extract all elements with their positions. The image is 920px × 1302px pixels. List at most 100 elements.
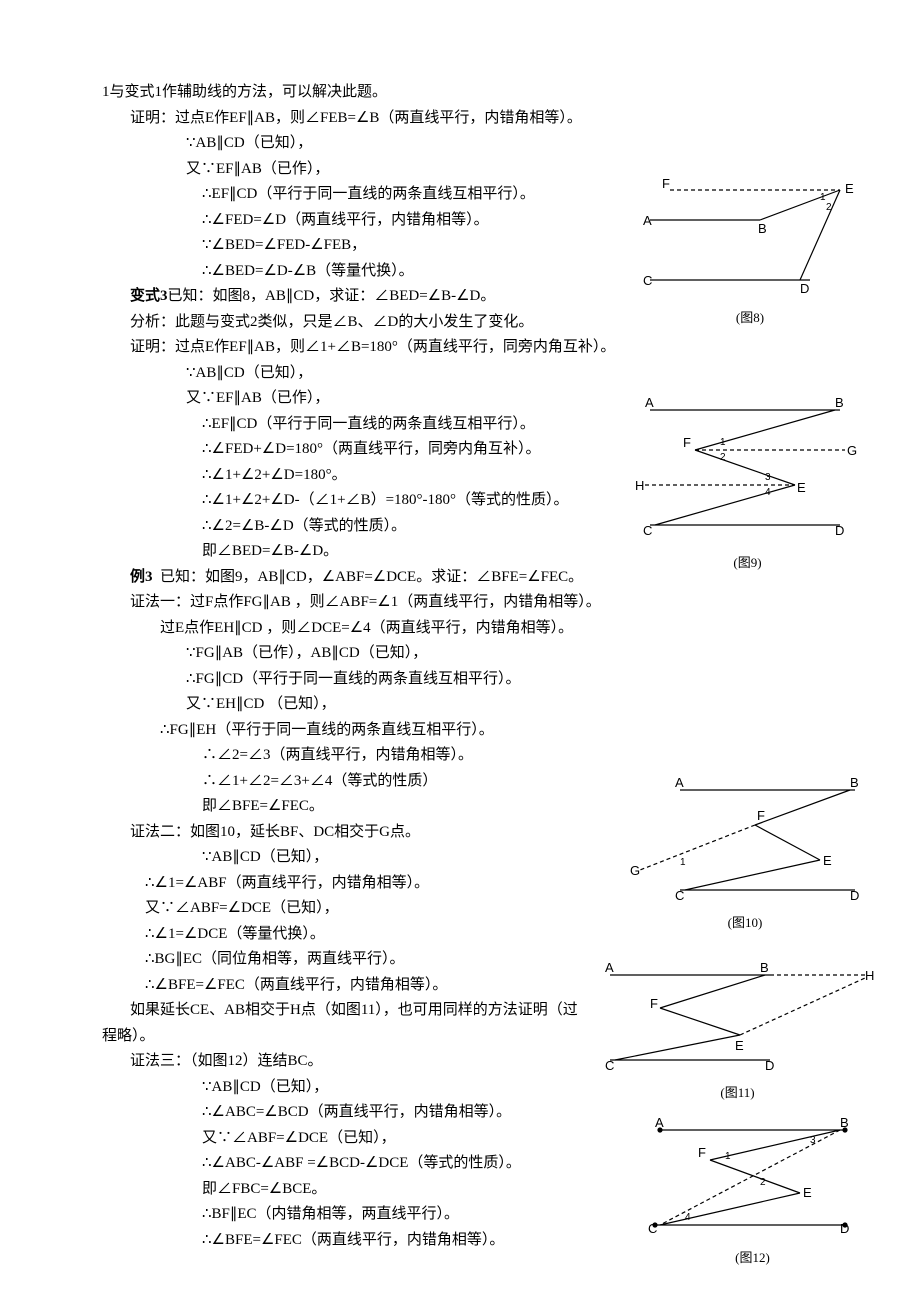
svg-text:H: H xyxy=(865,968,874,983)
svg-text:D: D xyxy=(800,281,809,295)
svg-text:1: 1 xyxy=(725,1151,731,1162)
text-line: ∴FG∥EH（平行于同一直线的两条直线互相平行）。 xyxy=(30,718,590,744)
text-line: ∵∠BED=∠FED-∠FEB， xyxy=(30,233,590,259)
text-line: ∴∠2=∠B-∠D（等式的性质）。 xyxy=(30,514,590,540)
svg-text:F: F xyxy=(662,176,670,191)
text-line: 证法一：过F点作FG∥AB ，则∠ABF=∠1（两直线平行，内错角相等）。 xyxy=(30,590,590,616)
text-line: ∴FG∥CD（平行于同一直线的两条直线互相平行）。 xyxy=(30,667,590,693)
text-line: 1与变式1作辅助线的方法，可以解决此题。 xyxy=(30,80,590,106)
svg-text:A: A xyxy=(675,775,684,790)
svg-text:3: 3 xyxy=(810,1135,816,1146)
svg-text:E: E xyxy=(735,1038,744,1053)
text-line: ∴∠FED=∠D（两直线平行，内错角相等）。 xyxy=(30,208,590,234)
text-line: ∴∠BED=∠D-∠B（等量代换）。 xyxy=(30,259,590,285)
text-line: ∴∠FED+∠D=180°（两直线平行，同旁内角互补）。 xyxy=(30,437,590,463)
svg-text:F: F xyxy=(757,808,765,823)
svg-text:E: E xyxy=(823,853,832,868)
text-line: ∴BG∥EC（同位角相等，两直线平行）。 xyxy=(30,947,590,973)
text-line: ∵AB∥CD（已知）， xyxy=(30,845,590,871)
svg-text:A: A xyxy=(605,960,614,975)
text-line: ∴∠1=∠DCE（等量代换）。 xyxy=(30,922,590,948)
text-line: 例3 已知：如图9，AB∥CD，∠ABF=∠DCE。求证：∠BFE=∠FEC。 xyxy=(30,565,590,591)
svg-text:B: B xyxy=(760,960,769,975)
figure-10-caption: (图10) xyxy=(625,912,865,934)
svg-text:E: E xyxy=(797,480,806,495)
text-line: ∵AB∥CD（已知）， xyxy=(30,131,590,157)
text-line: ∴∠1+∠2=∠3+∠4（等式的性质） xyxy=(30,769,590,795)
text-line: ∴∠BFE=∠FEC（两直线平行，内错角相等）。 xyxy=(30,1228,590,1254)
svg-text:1: 1 xyxy=(720,437,726,448)
svg-text:D: D xyxy=(850,888,859,900)
svg-text:4: 4 xyxy=(685,1212,691,1223)
svg-text:A: A xyxy=(655,1115,664,1130)
svg-text:C: C xyxy=(605,1058,614,1070)
text-line: ∴∠BFE=∠FEC（两直线平行，内错角相等）。 xyxy=(30,973,590,999)
text-line: 又∵EF∥AB（已作）， xyxy=(30,386,590,412)
svg-text:G: G xyxy=(630,863,640,878)
svg-text:E: E xyxy=(803,1185,812,1200)
svg-text:C: C xyxy=(675,888,684,900)
svg-text:A: A xyxy=(645,395,654,410)
svg-text:A: A xyxy=(643,213,652,228)
text-line: ∵AB∥CD（已知）， xyxy=(30,361,590,387)
text-line: 如果延长CE、AB相交于H点（如图11），也可用同样的方法证明（过 xyxy=(30,998,590,1024)
svg-text:H: H xyxy=(635,478,644,493)
svg-text:4: 4 xyxy=(765,487,771,498)
figure-8-caption: (图8) xyxy=(640,307,860,329)
svg-text:C: C xyxy=(648,1221,657,1235)
svg-text:F: F xyxy=(698,1145,706,1160)
svg-text:C: C xyxy=(643,273,652,288)
svg-text:2: 2 xyxy=(826,202,832,213)
svg-text:E: E xyxy=(845,181,854,196)
svg-text:B: B xyxy=(850,775,859,790)
text-line: 又∵EH∥CD （已知）， xyxy=(30,692,590,718)
svg-text:3: 3 xyxy=(765,472,771,483)
text-line: ∴∠1+∠2+∠D-（∠1+∠B）=180°-180°（等式的性质）。 xyxy=(30,488,590,514)
svg-text:B: B xyxy=(758,221,767,236)
figure-12: A B F E C D 1 2 3 4 (图12) xyxy=(640,1115,865,1269)
text-line: ∴∠1+∠2+∠D=180°。 xyxy=(30,463,590,489)
svg-text:F: F xyxy=(650,996,658,1011)
svg-text:C: C xyxy=(643,523,652,538)
svg-text:2: 2 xyxy=(720,452,726,463)
figure-11-caption: (图11) xyxy=(600,1082,875,1104)
text-line: 即∠BFE=∠FEC。 xyxy=(30,794,590,820)
text-line: ∴BF∥EC（内错角相等，两直线平行）。 xyxy=(30,1202,590,1228)
figure-10: A B F G E C D 1 (图10) xyxy=(625,775,865,934)
text-line: 证明：过点E作EF∥AB，则∠1+∠B=180°（两直线平行，同旁内角互补）。 xyxy=(30,335,590,361)
text-line: ∴∠2=∠3（两直线平行，内错角相等）。 xyxy=(30,743,590,769)
text-line: ∴EF∥CD（平行于同一直线的两条直线互相平行）。 xyxy=(30,412,590,438)
svg-text:D: D xyxy=(835,523,844,538)
figure-9-caption: (图9) xyxy=(635,552,860,574)
figure-11: A B H F E C D (图11) xyxy=(600,960,875,1104)
figure-9: A B F G H E C D 1 2 3 4 (图9) xyxy=(635,395,860,574)
text-line: ∴∠ABC=∠BCD（两直线平行，内错角相等）。 xyxy=(30,1100,590,1126)
svg-text:B: B xyxy=(835,395,844,410)
figure-12-caption: (图12) xyxy=(640,1247,865,1269)
svg-text:2: 2 xyxy=(760,1177,766,1188)
text-line: ∴EF∥CD（平行于同一直线的两条直线互相平行）。 xyxy=(30,182,590,208)
text-line: 分析：此题与变式2类似，只是∠B、∠D的大小发生了变化。 xyxy=(30,310,590,336)
text-line: 即∠BED=∠B-∠D。 xyxy=(30,539,590,565)
text-line: 程略）。 xyxy=(30,1024,590,1050)
svg-text:G: G xyxy=(847,443,857,458)
text-line: 即∠FBC=∠BCE。 xyxy=(30,1177,590,1203)
svg-text:D: D xyxy=(840,1221,849,1235)
svg-text:F: F xyxy=(683,435,691,450)
text-line: 过E点作EH∥CD ，则∠DCE=∠4（两直线平行，内错角相等）。 xyxy=(30,616,590,642)
text-line: ∴∠1=∠ABF（两直线平行，内错角相等）。 xyxy=(30,871,590,897)
text-line: 证法三：（如图12）连结BC。 xyxy=(30,1049,590,1075)
proof-text-body: 1与变式1作辅助线的方法，可以解决此题。证明：过点E作EF∥AB，则∠FEB=∠… xyxy=(30,80,590,1253)
svg-text:D: D xyxy=(765,1058,774,1070)
svg-text:B: B xyxy=(840,1115,849,1130)
text-line: ∴∠ABC-∠ABF =∠BCD-∠DCE（等式的性质）。 xyxy=(30,1151,590,1177)
text-line: ∵AB∥CD（已知）， xyxy=(30,1075,590,1101)
text-line: 证明：过点E作EF∥AB，则∠FEB=∠B（两直线平行，内错角相等）。 xyxy=(30,106,590,132)
text-line: 证法二：如图10，延长BF、DC相交于G点。 xyxy=(30,820,590,846)
text-line: 又∵∠ABF=∠DCE（已知）， xyxy=(30,896,590,922)
text-line: ∵FG∥AB（已作），AB∥CD（已知）， xyxy=(30,641,590,667)
text-line: 变式3已知：如图8，AB∥CD，求证：∠BED=∠B-∠D。 xyxy=(30,284,590,310)
figure-8: F E A B C D 1 2 (图8) xyxy=(640,175,860,329)
svg-text:1: 1 xyxy=(680,857,686,868)
text-line: 又∵EF∥AB（已作）， xyxy=(30,157,590,183)
